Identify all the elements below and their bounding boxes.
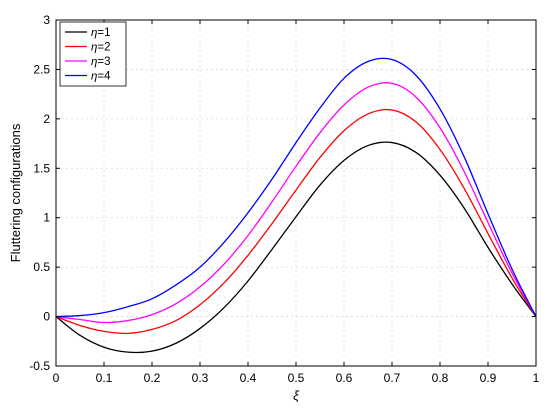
series-line-eta-4 — [55, 57, 537, 318]
y-tick-label: -0.5 — [29, 359, 50, 373]
legend-label: η=2 — [91, 42, 111, 54]
y-tick-label: 2 — [43, 112, 50, 126]
y-axis-label: Fluttering configurations — [8, 123, 23, 262]
legend-label: η=3 — [91, 56, 111, 68]
series-line-eta-1 — [55, 141, 537, 354]
x-tick-label: 0.4 — [240, 371, 257, 385]
x-tick-label: 0.9 — [480, 371, 497, 385]
series-lines — [55, 57, 537, 354]
x-tick-label: 0.8 — [432, 371, 449, 385]
x-tick-label: 1 — [533, 371, 540, 385]
y-tick-label: 3 — [43, 13, 50, 27]
x-axis-label: ξ — [293, 388, 300, 403]
y-tick-label: 2.5 — [33, 62, 50, 76]
x-tick-label: 0.7 — [384, 371, 401, 385]
y-tick-label: 0 — [43, 310, 50, 324]
series-line-eta-3 — [55, 82, 537, 324]
x-tick-label: 0.3 — [192, 371, 209, 385]
series-line-eta-2 — [55, 108, 537, 335]
x-tick-label: 0.2 — [144, 371, 161, 385]
x-tick-label: 0 — [53, 371, 60, 385]
grid — [56, 20, 536, 366]
legend-label: η=1 — [91, 27, 111, 39]
y-tick-label: 1.5 — [33, 161, 50, 175]
legend-label: η=4 — [91, 71, 111, 83]
legend: η=1 η=2 η=3 η=4 — [59, 21, 127, 87]
x-tick-label: 0.6 — [336, 371, 353, 385]
axis-ticks: 0 0.1 0.2 0.3 0.4 0.5 0.6 0.7 0.8 0.9 1-0.500.511.… — [29, 13, 539, 385]
y-tick-label: 0.5 — [33, 260, 50, 274]
y-tick-label: 1 — [43, 211, 50, 225]
x-tick-label: 0.1 — [96, 371, 113, 385]
x-tick-label: 0.5 — [288, 371, 305, 385]
